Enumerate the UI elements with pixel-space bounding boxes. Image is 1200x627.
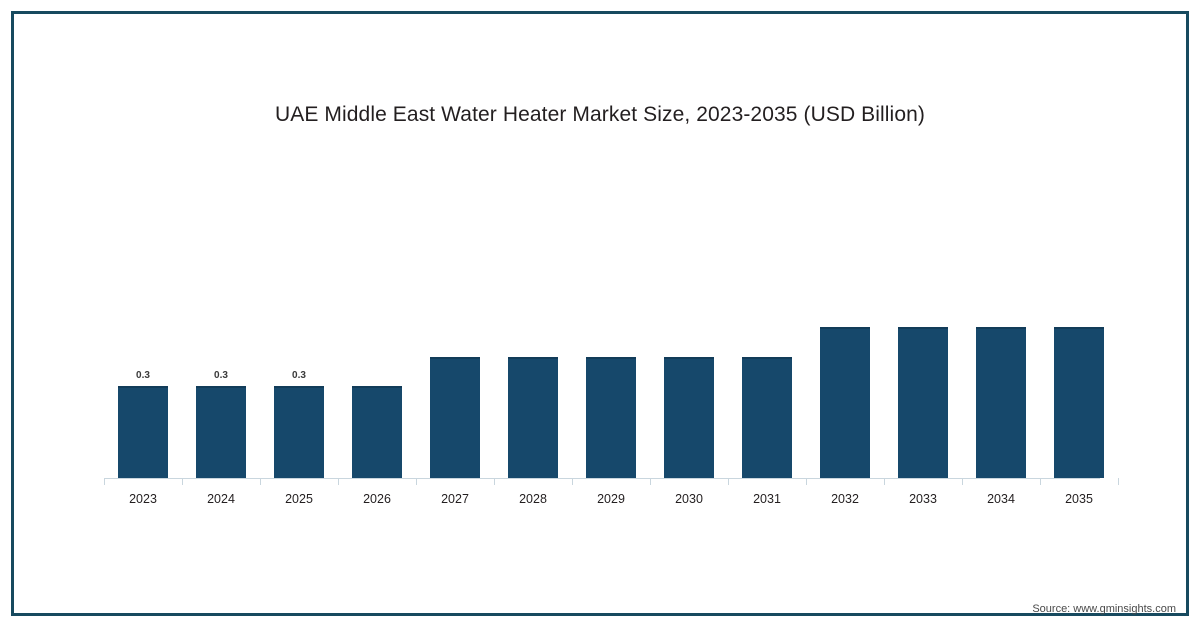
bar-value-label-2023: 0.3 xyxy=(136,370,150,381)
axis-tick xyxy=(962,478,963,485)
axis-label-2029: 2029 xyxy=(597,492,625,506)
bar-2024[interactable] xyxy=(196,386,246,478)
figure-border xyxy=(11,11,1189,616)
bar-2028[interactable] xyxy=(508,357,558,478)
bar-2034[interactable] xyxy=(976,327,1026,478)
axis-label-2032: 2032 xyxy=(831,492,859,506)
axis-label-2033: 2033 xyxy=(909,492,937,506)
axis-label-2030: 2030 xyxy=(675,492,703,506)
axis-tick xyxy=(104,478,105,485)
axis-tick xyxy=(1040,478,1041,485)
bar-value-label-2025: 0.3 xyxy=(292,370,306,381)
bar-slot xyxy=(1040,170,1118,478)
axis-tick xyxy=(260,478,261,485)
bar-2029[interactable] xyxy=(586,357,636,478)
bar-2026[interactable] xyxy=(352,386,402,478)
axis-label-2027: 2027 xyxy=(441,492,469,506)
axis-label-2023: 2023 xyxy=(129,492,157,506)
x-axis-ticks xyxy=(104,478,1119,485)
bar-slot: 0.3 xyxy=(260,170,338,478)
bar-slot xyxy=(494,170,572,478)
axis-tick xyxy=(1118,478,1119,485)
bar-value-label-2024: 0.3 xyxy=(214,370,228,381)
axis-tick xyxy=(572,478,573,485)
bar-slot xyxy=(806,170,884,478)
axis-label-2024: 2024 xyxy=(207,492,235,506)
bar-2030[interactable] xyxy=(664,357,714,478)
axis-label-2035: 2035 xyxy=(1065,492,1093,506)
bar-2033[interactable] xyxy=(898,327,948,478)
bar-slot xyxy=(650,170,728,478)
source-note: Source: www.gminsights.com xyxy=(1032,603,1176,615)
bar-slot xyxy=(338,170,416,478)
bar-2032[interactable] xyxy=(820,327,870,478)
bar-2023[interactable] xyxy=(118,386,168,478)
axis-tick xyxy=(416,478,417,485)
axis-tick xyxy=(728,478,729,485)
axis-tick xyxy=(650,478,651,485)
bar-slot xyxy=(962,170,1040,478)
axis-tick xyxy=(494,478,495,485)
x-axis-line xyxy=(104,478,1100,479)
bar-2027[interactable] xyxy=(430,357,480,478)
axis-label-2025: 2025 xyxy=(285,492,313,506)
axis-label-2028: 2028 xyxy=(519,492,547,506)
chart-title: UAE Middle East Water Heater Market Size… xyxy=(275,103,925,126)
axis-tick xyxy=(884,478,885,485)
bar-slot xyxy=(572,170,650,478)
bar-slot: 0.3 xyxy=(104,170,182,478)
bar-2025[interactable] xyxy=(274,386,324,478)
x-axis-labels: 2023 2024 2025 2026 2027 2028 2029 2030 2031 2032… xyxy=(104,492,1100,514)
bar-slot xyxy=(728,170,806,478)
bar-2035[interactable] xyxy=(1054,327,1104,478)
axis-tick xyxy=(338,478,339,485)
axis-tick xyxy=(806,478,807,485)
bar-slot xyxy=(884,170,962,478)
axis-label-2034: 2034 xyxy=(987,492,1015,506)
axis-label-2031: 2031 xyxy=(753,492,781,506)
bar-slot: 0.3 xyxy=(182,170,260,478)
axis-label-2026: 2026 xyxy=(363,492,391,506)
bar-slot xyxy=(416,170,494,478)
bar-2031[interactable] xyxy=(742,357,792,478)
axis-tick xyxy=(182,478,183,485)
plot-area: 0.3 0.3 0.3 xyxy=(104,170,1104,478)
